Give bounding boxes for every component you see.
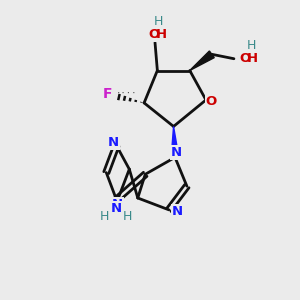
Text: O: O (239, 52, 251, 64)
Text: H: H (247, 52, 258, 64)
Polygon shape (171, 126, 179, 158)
Text: N: N (107, 136, 118, 149)
Text: ····: ···· (116, 90, 137, 99)
Text: O: O (149, 28, 160, 41)
Polygon shape (190, 51, 214, 70)
Text: O: O (206, 95, 217, 108)
Text: H: H (246, 39, 256, 52)
Text: N: N (112, 198, 123, 211)
Text: H: H (153, 15, 163, 28)
Text: N: N (172, 205, 183, 218)
Text: N: N (110, 202, 122, 215)
Text: H: H (100, 210, 109, 223)
Text: H: H (156, 28, 167, 41)
Text: F: F (103, 87, 112, 101)
Text: H: H (123, 210, 133, 223)
Text: N: N (171, 146, 182, 159)
